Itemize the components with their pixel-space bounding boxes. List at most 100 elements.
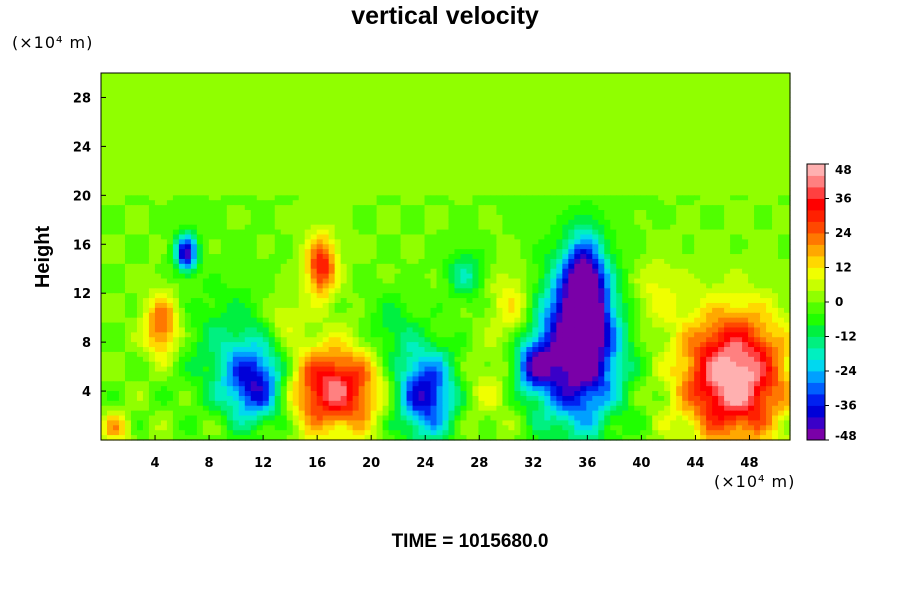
contour-cell — [304, 200, 312, 206]
contour-cell — [604, 146, 611, 152]
contour-cell — [568, 102, 575, 108]
contour-cell — [358, 234, 366, 240]
contour-cell — [772, 107, 779, 113]
contour-cell — [556, 200, 563, 206]
contour-cell — [556, 102, 563, 108]
contour-cell — [406, 258, 414, 265]
contour-cell — [658, 273, 665, 280]
contour-cell — [322, 131, 330, 138]
contour-cell — [604, 141, 611, 147]
contour-cell — [214, 214, 222, 221]
contour-cell — [334, 151, 342, 157]
contour-cell — [250, 200, 258, 206]
contour-cell — [412, 200, 420, 206]
contour-cell — [304, 234, 312, 240]
contour-cell — [604, 170, 611, 177]
contour-cell — [484, 180, 492, 187]
contour-cell — [658, 102, 665, 108]
contour-cell — [496, 82, 504, 89]
contour-cell — [226, 258, 234, 265]
contour-cell — [202, 234, 210, 240]
contour-cell — [346, 77, 354, 84]
contour-cell — [472, 131, 480, 138]
contour-cell — [778, 161, 785, 167]
contour-cell — [214, 117, 222, 123]
contour-cell — [166, 136, 174, 143]
contour-cell — [538, 146, 545, 152]
contour-cell — [628, 92, 635, 99]
contour-cell — [562, 136, 569, 143]
contour-cell — [172, 234, 180, 240]
contour-cell — [622, 126, 629, 133]
contour-cell — [154, 278, 162, 285]
contour-cell — [664, 92, 671, 99]
contour-cell — [454, 102, 462, 108]
contour-cell — [112, 224, 120, 231]
contour-cell — [718, 141, 725, 147]
contour-cell — [220, 229, 228, 236]
contour-cell — [292, 190, 300, 196]
contour-cell — [292, 82, 300, 89]
contour-cell — [742, 151, 749, 157]
contour-cell — [196, 121, 204, 128]
contour-cell — [118, 97, 126, 103]
contour-cell — [430, 82, 438, 89]
contour-cell — [160, 73, 168, 79]
contour-cell — [490, 92, 498, 99]
contour-cell — [718, 214, 725, 221]
contour-cell — [676, 244, 683, 250]
contour-cell — [196, 283, 204, 289]
contour-cell — [652, 249, 659, 255]
contour-cell — [754, 77, 761, 84]
contour-cell — [772, 278, 779, 285]
contour-cell — [316, 107, 324, 113]
contour-cell — [250, 185, 258, 192]
contour-cell — [640, 136, 647, 143]
contour-cell — [101, 263, 108, 270]
contour-cell — [424, 278, 432, 285]
contour-cell — [370, 151, 378, 157]
contour-cell — [262, 234, 270, 240]
contour-cell — [160, 239, 168, 245]
contour-cell — [334, 107, 342, 113]
contour-cell — [394, 97, 402, 103]
contour-cell — [214, 200, 222, 206]
contour-cell — [340, 107, 348, 113]
contour-cell — [502, 278, 510, 285]
contour-cell — [304, 273, 312, 280]
contour-cell — [238, 234, 246, 240]
contour-cell — [190, 117, 198, 123]
contour-cell — [436, 195, 444, 201]
contour-cell — [310, 244, 318, 250]
contour-cell — [454, 151, 462, 157]
contour-cell — [664, 107, 671, 113]
contour-cell — [256, 165, 264, 172]
contour-cell — [292, 205, 300, 211]
contour-cell — [490, 239, 498, 245]
contour-cell — [106, 185, 114, 192]
contour-cell — [574, 151, 581, 157]
contour-cell — [478, 87, 486, 94]
contour-cell — [772, 210, 779, 216]
contour-cell — [754, 273, 761, 280]
contour-cell — [376, 229, 384, 236]
contour-cell — [484, 234, 492, 240]
contour-cell — [736, 263, 743, 270]
contour-cell — [292, 239, 300, 245]
contour-cell — [748, 165, 755, 172]
contour-cell — [274, 136, 282, 143]
contour-cell — [130, 97, 138, 103]
contour-cell — [748, 156, 755, 162]
contour-cell — [214, 234, 222, 240]
contour-cell — [460, 117, 468, 123]
contour-cell — [106, 107, 114, 113]
contour-cell — [101, 156, 108, 162]
contour-cell — [256, 136, 264, 143]
contour-cell — [412, 244, 420, 250]
contour-cell — [544, 121, 551, 128]
contour-cell — [364, 214, 372, 221]
contour-cell — [328, 117, 336, 123]
contour-cell — [118, 146, 126, 152]
contour-cell — [370, 200, 378, 206]
contour-cell — [592, 278, 599, 285]
